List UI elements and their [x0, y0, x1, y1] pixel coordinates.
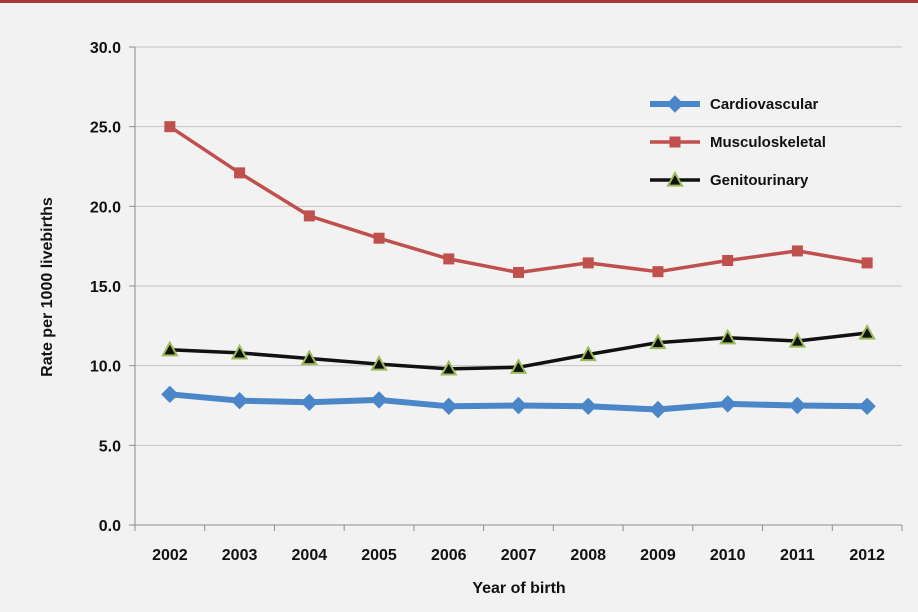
y-tick-label: 10.0 — [90, 359, 121, 376]
x-tick-label: 2002 — [152, 547, 188, 564]
musculoskeletal-point — [303, 210, 315, 222]
legend-label: Cardiovascular — [710, 96, 819, 113]
genitourinary-point — [230, 343, 249, 360]
musculoskeletal-point — [791, 245, 803, 257]
series-cardiovascular — [161, 385, 876, 419]
cardiovascular-point — [788, 396, 807, 415]
legend-swatch-marker — [666, 95, 684, 113]
cardiovascular-point — [579, 397, 597, 416]
legend: Cardiovascular Musculoskeletal Genitourina… — [650, 95, 826, 189]
series-genitourinary — [161, 323, 876, 376]
legend-swatch-marker — [666, 170, 684, 187]
musculoskeletal-point — [513, 266, 524, 278]
musculoskeletal-point — [582, 257, 594, 269]
cardiovascular-point — [718, 395, 737, 413]
y-tick-label: 15.0 — [90, 279, 121, 296]
genitourinary-point — [718, 328, 737, 345]
x-tick-label: 2012 — [849, 547, 885, 564]
cardiovascular-point — [509, 396, 528, 415]
musculoskeletal-point — [234, 167, 246, 179]
legend-item-musculoskeletal: Musculoskeletal — [650, 134, 826, 151]
y-axis-title: Rate per 1000 livebirths — [39, 197, 56, 377]
x-axis-title: Year of birth — [472, 580, 565, 597]
x-tick-label: 2009 — [640, 547, 676, 564]
musculoskeletal-point — [722, 255, 734, 267]
cardiovascular-point — [858, 397, 876, 416]
x-tick-label: 2011 — [780, 547, 815, 564]
genitourinary-point — [370, 355, 388, 371]
cardiovascular-point — [300, 393, 319, 412]
genitourinary-point — [440, 359, 458, 376]
musculoskeletal-point — [652, 266, 664, 278]
cardiovascular-point — [230, 392, 249, 410]
legend-swatch-marker — [669, 136, 681, 148]
genitourinary-point — [579, 345, 597, 362]
legend-label: Musculoskeletal — [710, 134, 826, 151]
genitourinary-point — [300, 349, 319, 366]
cardiovascular-point — [440, 397, 458, 416]
x-tick-label: 2008 — [570, 547, 606, 564]
legend-label: Genitourinary — [710, 172, 809, 189]
cardiovascular-point — [370, 391, 388, 409]
series-group — [161, 121, 876, 419]
y-tick-labels: 0.0 5.0 10.0 15.0 20.0 25.0 30.0 — [90, 40, 121, 535]
x-tick-labels: 2002 2003 2004 2005 2006 2007 2008 2009 2010 2011… — [152, 547, 885, 564]
x-tick-label: 2003 — [222, 547, 258, 564]
genitourinary-point — [649, 333, 667, 350]
series-musculoskeletal — [164, 121, 873, 278]
y-tick-label: 20.0 — [90, 199, 121, 216]
y-tick-label: 25.0 — [90, 120, 121, 137]
genitourinary-point — [509, 358, 528, 374]
y-tick-label: 30.0 — [90, 40, 121, 57]
x-tick-label: 2010 — [710, 547, 746, 564]
cardiovascular-point — [161, 385, 179, 404]
x-tick-label: 2004 — [292, 547, 328, 564]
musculoskeletal-point — [164, 121, 176, 133]
musculoskeletal-point — [443, 253, 455, 265]
axes — [129, 46, 903, 531]
grid-lines — [135, 46, 902, 446]
y-tick-label: 0.0 — [99, 518, 121, 535]
y-tick-label: 5.0 — [99, 438, 121, 455]
genitourinary-point — [858, 323, 876, 340]
genitourinary-point — [161, 340, 179, 357]
genitourinary-point — [788, 331, 807, 348]
x-tick-label: 2006 — [431, 547, 467, 564]
x-tick-label: 2005 — [361, 547, 397, 564]
legend-item-cardiovascular: Cardiovascular — [650, 95, 819, 113]
legend-item-genitourinary: Genitourinary — [650, 170, 809, 189]
musculoskeletal-point — [861, 257, 873, 269]
x-tick-label: 2007 — [501, 547, 537, 564]
musculoskeletal-point — [373, 232, 385, 244]
top-rule — [0, 0, 918, 3]
cardiovascular-point — [649, 400, 667, 419]
